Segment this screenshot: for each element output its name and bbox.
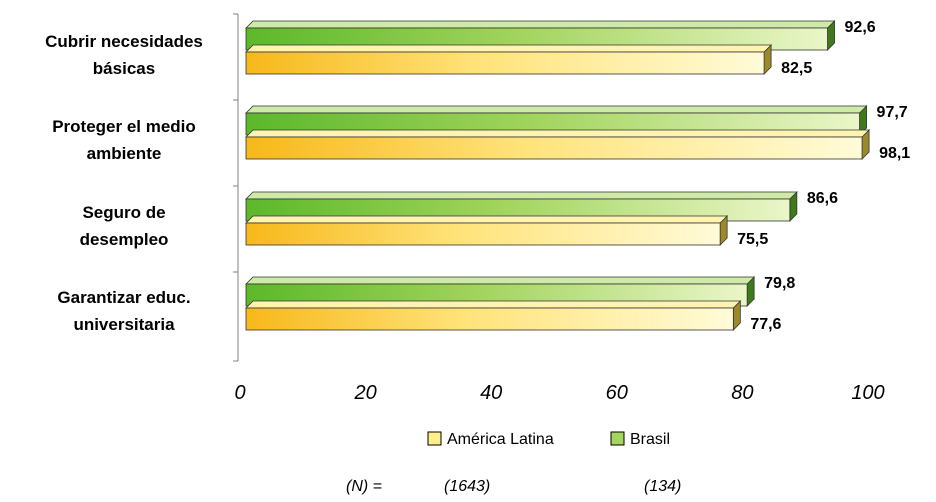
bar-front-am-rica-latina-2 xyxy=(245,222,721,246)
value-label-am-rica-latina-2: 75,5 xyxy=(737,231,768,248)
value-label-brasil-3: 79,8 xyxy=(764,275,795,292)
bar-top-brasil-0 xyxy=(245,20,836,29)
bar-top-am-rica-latina-0 xyxy=(245,44,773,53)
value-label-am-rica-latina-3: 77,6 xyxy=(750,316,781,333)
x-tick-label-0: 0 xyxy=(234,382,245,404)
bar-top-brasil-2 xyxy=(245,191,798,200)
sample-size-label: (N) = xyxy=(346,478,382,495)
bars-group: 92,6 82,5 97,7 98,1 86,6 75,5 79,8 77,6 xyxy=(245,19,910,333)
bar-am-rica-latina-3: 77,6 xyxy=(245,300,782,333)
legend-item-america-latina: América Latina xyxy=(427,431,554,448)
bar-am-rica-latina-1: 98,1 xyxy=(245,129,910,162)
x-tick-label-100: 100 xyxy=(851,382,884,404)
category-label-0: Cubrir necesidades básicas xyxy=(45,32,203,78)
legend-swatch-brasil xyxy=(610,431,625,446)
value-label-am-rica-latina-0: 82,5 xyxy=(781,60,812,77)
bar-am-rica-latina-0: 82,5 xyxy=(245,44,812,77)
category-label-line-1-1: ambiente xyxy=(87,144,162,163)
sample-size-america-latina: (1643) xyxy=(444,478,490,495)
category-labels: Cubrir necesidades básicas Proteger el med… xyxy=(45,32,203,334)
bar-top-am-rica-latina-3 xyxy=(245,300,742,309)
y-axis-ticks xyxy=(233,13,238,362)
category-label-2: Seguro de desempleo xyxy=(80,203,169,249)
category-label-3: Garantizar educ. universitaria xyxy=(57,288,190,334)
category-label-line-2-0: Seguro de xyxy=(82,203,165,222)
category-label-line-3-0: Garantizar educ. xyxy=(57,288,190,307)
legend-label-brasil: Brasil xyxy=(630,431,670,448)
value-label-brasil-0: 92,6 xyxy=(845,19,876,36)
bar-front-am-rica-latina-0 xyxy=(245,51,765,75)
bar-top-brasil-1 xyxy=(245,105,868,114)
bar-front-am-rica-latina-3 xyxy=(245,307,734,331)
bar-brasil-2: 86,6 xyxy=(245,190,838,222)
bar-am-rica-latina-2: 75,5 xyxy=(245,215,768,248)
legend-label-america-latina: América Latina xyxy=(447,431,554,448)
bar-top-brasil-3 xyxy=(245,276,756,285)
legend-swatch-america-latina xyxy=(427,431,442,446)
category-label-line-2-1: desempleo xyxy=(80,230,169,249)
category-label-1: Proteger el medio ambiente xyxy=(52,117,196,163)
x-axis-tick-labels: 0 20 40 60 80 100 xyxy=(234,382,884,404)
category-label-line-3-1: universitaria xyxy=(73,315,175,334)
category-label-line-0-1: básicas xyxy=(93,59,155,78)
value-label-brasil-2: 86,6 xyxy=(807,190,838,207)
category-label-line-0-0: Cubrir necesidades xyxy=(45,32,203,51)
x-tick-label-40: 40 xyxy=(480,382,502,404)
x-tick-label-80: 80 xyxy=(731,382,753,404)
legend-item-brasil: Brasil xyxy=(610,431,670,448)
x-tick-label-20: 20 xyxy=(353,382,376,404)
bar-brasil-1: 97,7 xyxy=(245,104,908,136)
category-label-line-1-0: Proteger el medio xyxy=(52,117,196,136)
value-label-am-rica-latina-1: 98,1 xyxy=(879,145,910,162)
sample-size-brasil: (134) xyxy=(644,478,681,495)
x-tick-label-60: 60 xyxy=(606,382,628,404)
sample-size-row: (N) = (1643) (134) xyxy=(346,478,681,495)
value-label-brasil-1: 97,7 xyxy=(877,104,908,121)
bar-brasil-0: 92,6 xyxy=(245,19,876,51)
bar-front-am-rica-latina-1 xyxy=(245,136,863,160)
bar-top-am-rica-latina-2 xyxy=(245,215,729,224)
bar-brasil-3: 79,8 xyxy=(245,275,795,307)
legend: América Latina Brasil xyxy=(427,431,670,448)
bar-top-am-rica-latina-1 xyxy=(245,129,871,138)
